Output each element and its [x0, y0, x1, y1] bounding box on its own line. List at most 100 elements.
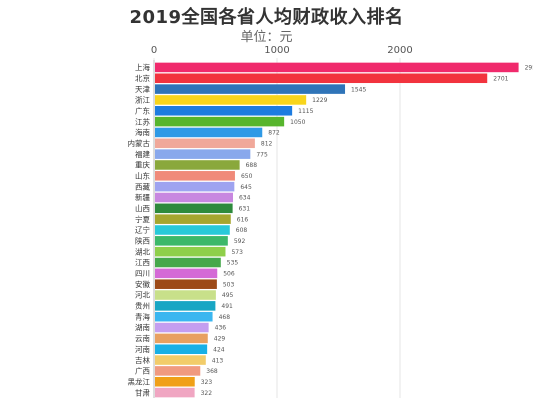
- bar-黑龙江: [155, 376, 195, 387]
- bar-山西: [155, 203, 233, 214]
- category-label-宁夏: 宁夏: [135, 214, 150, 224]
- value-label-北京: 2701: [493, 75, 508, 82]
- bar-甘肃: [155, 387, 195, 398]
- bar-四川: [155, 268, 218, 279]
- bar-辽宁: [155, 225, 230, 235]
- category-label-青海: 青海: [135, 311, 150, 321]
- bar-宁夏: [155, 214, 231, 224]
- bar-海南: [155, 127, 263, 138]
- bar-吉林: [155, 355, 206, 365]
- value-label-辽宁: 608: [236, 227, 248, 234]
- bar-内蒙古: [155, 138, 255, 149]
- bar-西藏: [155, 181, 235, 192]
- category-label-重庆: 重庆: [135, 160, 150, 170]
- bar-新疆: [155, 192, 233, 203]
- bar-北京: [155, 73, 488, 84]
- value-label-河南: 424: [213, 346, 225, 353]
- value-label-湖南: 436: [215, 325, 227, 332]
- category-label-广东: 广东: [135, 105, 150, 115]
- value-label-浙江: 1229: [312, 97, 327, 104]
- bar-河北: [155, 290, 216, 300]
- bar-广西: [155, 366, 201, 376]
- category-label-上海: 上海: [135, 62, 150, 72]
- category-label-山西: 山西: [135, 203, 150, 213]
- value-label-四川: 506: [223, 271, 235, 278]
- chart-subtitle: 单位：元: [240, 30, 293, 45]
- value-label-江西: 535: [227, 260, 239, 267]
- category-label-新疆: 新疆: [135, 192, 150, 202]
- category-label-湖南: 湖南: [135, 322, 150, 332]
- bar-青海: [155, 311, 213, 322]
- bar-福建: [155, 149, 251, 159]
- bar-浙江: [155, 95, 307, 105]
- bar-江苏: [155, 116, 285, 127]
- bar-湖南: [155, 322, 209, 333]
- category-label-云南: 云南: [135, 333, 150, 343]
- bar-广东: [155, 106, 293, 116]
- value-label-吉林: 413: [212, 357, 224, 364]
- value-label-广东: 1115: [298, 108, 313, 115]
- value-label-海南: 872: [268, 130, 280, 137]
- category-label-北京: 北京: [135, 73, 150, 83]
- category-label-江西: 江西: [135, 258, 150, 267]
- value-label-广西: 368: [206, 368, 218, 375]
- bar-天津: [155, 84, 346, 94]
- value-label-宁夏: 616: [237, 216, 249, 223]
- value-label-上海: 2956: [525, 65, 533, 72]
- category-label-河南: 河南: [135, 344, 150, 354]
- value-label-云南: 429: [214, 336, 226, 343]
- category-label-广西: 广西: [135, 366, 150, 376]
- bar-河南: [155, 344, 208, 354]
- category-label-黑龙江: 黑龙江: [128, 376, 151, 386]
- category-label-安徽: 安徽: [135, 279, 150, 289]
- bar-重庆: [155, 160, 240, 170]
- category-label-福建: 福建: [135, 149, 150, 159]
- value-label-安徽: 503: [223, 281, 235, 288]
- value-label-天津: 1545: [351, 86, 366, 93]
- value-label-西藏: 645: [240, 184, 252, 191]
- value-label-甘肃: 322: [201, 390, 213, 397]
- x-tick-label-0: 0: [151, 45, 157, 56]
- category-label-辽宁: 辽宁: [135, 225, 150, 235]
- bar-山东: [155, 171, 235, 181]
- value-label-陕西: 592: [234, 238, 246, 245]
- category-label-河北: 河北: [135, 291, 150, 300]
- bar-湖北: [155, 246, 226, 257]
- category-label-内蒙古: 内蒙古: [128, 138, 151, 148]
- category-label-吉林: 吉林: [135, 355, 150, 365]
- value-label-山西: 631: [239, 206, 251, 213]
- x-tick-label-1000: 1000: [264, 45, 289, 56]
- value-label-山东: 650: [241, 173, 253, 180]
- category-label-陕西: 陕西: [135, 236, 150, 246]
- value-label-湖北: 573: [231, 249, 243, 256]
- category-label-江苏: 江苏: [135, 116, 150, 126]
- category-label-海南: 海南: [135, 127, 150, 137]
- category-label-浙江: 浙江: [135, 95, 150, 105]
- bar-云南: [155, 333, 208, 344]
- bar-江西: [155, 257, 221, 268]
- category-label-湖北: 湖北: [135, 247, 150, 256]
- value-label-黑龙江: 323: [201, 379, 213, 386]
- category-label-甘肃: 甘肃: [135, 387, 150, 397]
- category-label-天津: 天津: [135, 85, 150, 94]
- value-label-贵州: 491: [221, 303, 233, 310]
- bar-贵州: [155, 301, 216, 311]
- value-label-内蒙古: 812: [261, 140, 273, 147]
- x-tick-label-2000: 2000: [387, 45, 412, 56]
- value-label-新疆: 634: [239, 195, 251, 202]
- value-label-河北: 495: [222, 292, 234, 299]
- chart-title: 2019全国各省人均财政收入排名: [129, 7, 404, 28]
- category-label-西藏: 西藏: [135, 181, 150, 191]
- category-label-山东: 山东: [135, 171, 150, 181]
- value-label-江苏: 1050: [290, 119, 305, 126]
- value-label-福建: 775: [256, 151, 268, 158]
- category-label-贵州: 贵州: [135, 301, 150, 311]
- value-label-青海: 468: [219, 314, 231, 321]
- category-label-四川: 四川: [135, 269, 150, 278]
- bar-安徽: [155, 279, 217, 289]
- value-label-重庆: 688: [246, 162, 258, 169]
- bar-陕西: [155, 236, 228, 246]
- bar-上海: [155, 62, 519, 73]
